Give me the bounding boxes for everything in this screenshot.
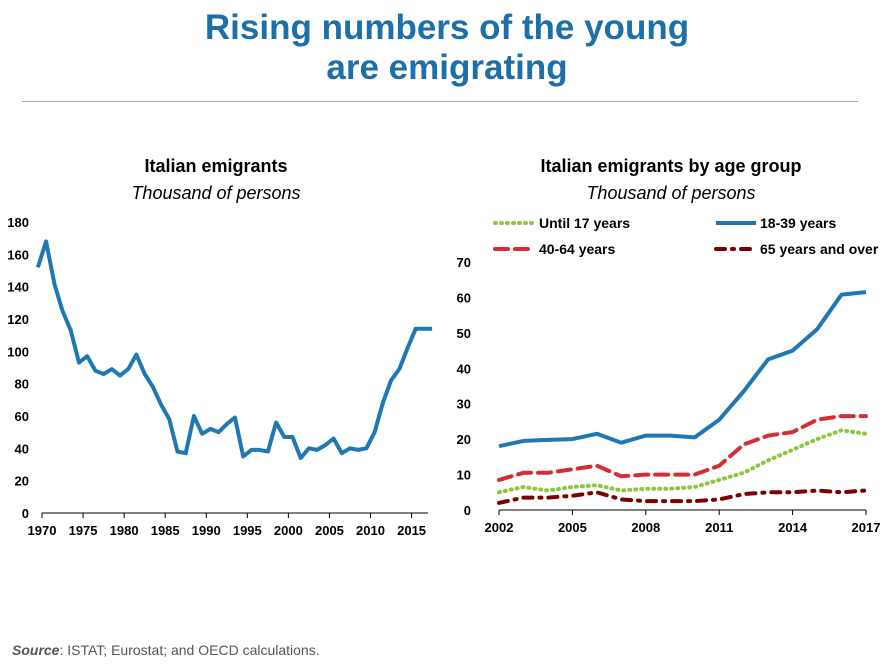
left-chart-y-tick-label: 20 <box>15 474 29 489</box>
left-chart-x-tick-label: 2000 <box>274 523 303 538</box>
right-chart-y-tick-label: 30 <box>457 397 471 412</box>
right-chart-y-tick-label: 20 <box>457 432 471 447</box>
left-chart-y-tick-label: 60 <box>15 409 29 424</box>
page-title-line-2: are emigrating <box>326 48 568 87</box>
right-chart-series-line-3 <box>497 414 868 482</box>
left-chart-y-tick-label: 80 <box>15 377 29 392</box>
source-label: Source <box>12 642 60 658</box>
right-chart-x-tick-label: 2002 <box>485 520 514 535</box>
left-chart-y-tick-label: 180 <box>7 215 29 230</box>
right-chart-x-tick-label: 2005 <box>558 520 587 535</box>
right-chart-subtitle: Thousand of persons <box>586 183 755 203</box>
legend-label-3: 40-64 years <box>539 241 616 257</box>
left-chart-title: Italian emigrants <box>144 156 287 176</box>
page-title-line-1: Rising numbers of the young <box>204 8 690 47</box>
legend-label-2: 18-39 years <box>760 215 837 231</box>
left-chart-x-tick-label: 1985 <box>151 523 180 538</box>
italian-emigrants-chart: Italian emigrants Thousand of persons 0 20 4… <box>7 156 433 538</box>
left-chart-series-line-1 <box>35 239 433 460</box>
legend-label-1: Until 17 years <box>539 215 630 231</box>
left-chart-x-tick-label: 1975 <box>69 523 98 538</box>
right-chart-title: Italian emigrants by age group <box>540 156 801 176</box>
left-chart-x-tick-label: 2015 <box>397 523 426 538</box>
source-note: Source: ISTAT; Eurostat; and OECD calcul… <box>12 642 320 658</box>
left-chart-y-tick-label: 40 <box>15 441 29 456</box>
left-chart-y-tick-label: 0 <box>22 506 29 521</box>
right-chart-y-tick-label: 10 <box>457 468 471 483</box>
title-divider <box>22 101 858 102</box>
left-chart-x-tick-label: 2005 <box>315 523 344 538</box>
right-chart-series-line-4 <box>497 488 868 505</box>
left-chart-y-tick-label: 160 <box>7 247 29 262</box>
left-chart-y-tick-label: 140 <box>7 280 29 295</box>
right-chart-x-tick-label: 2011 <box>705 520 733 535</box>
left-chart-x-tick-label: 1980 <box>110 523 139 538</box>
legend-label-4: 65 years and over <box>760 241 879 257</box>
page-title: Rising numbers of the young are emigrati… <box>0 8 894 88</box>
right-chart-y-tick-label: 70 <box>457 255 471 270</box>
emigrants-by-age-chart: Italian emigrants by age group Thousand o… <box>457 156 881 535</box>
right-chart-x-tick-label: 2008 <box>631 520 660 535</box>
left-chart-y-tick-label: 100 <box>7 344 29 359</box>
left-chart-subtitle: Thousand of persons <box>131 183 300 203</box>
right-chart-series-line-2 <box>498 290 867 449</box>
right-chart-x-tick-label: 2014 <box>778 520 808 535</box>
right-chart-y-tick-label: 50 <box>457 326 471 341</box>
left-chart-x-tick-label: 2010 <box>356 523 385 538</box>
right-chart-y-tick-label: 60 <box>457 290 471 305</box>
right-chart-series-line-1 <box>497 428 868 495</box>
left-chart-y-tick-label: 120 <box>7 312 29 327</box>
source-text: : ISTAT; Eurostat; and OECD calculations… <box>59 642 320 658</box>
right-chart-y-tick-label: 0 <box>464 503 471 518</box>
right-chart-x-tick-label: 2017 <box>852 520 881 535</box>
left-chart-x-tick-label: 1970 <box>28 523 57 538</box>
right-chart-y-tick-label: 40 <box>457 361 471 376</box>
left-chart-x-tick-label: 1995 <box>233 523 262 538</box>
left-chart-x-tick-label: 1990 <box>192 523 221 538</box>
